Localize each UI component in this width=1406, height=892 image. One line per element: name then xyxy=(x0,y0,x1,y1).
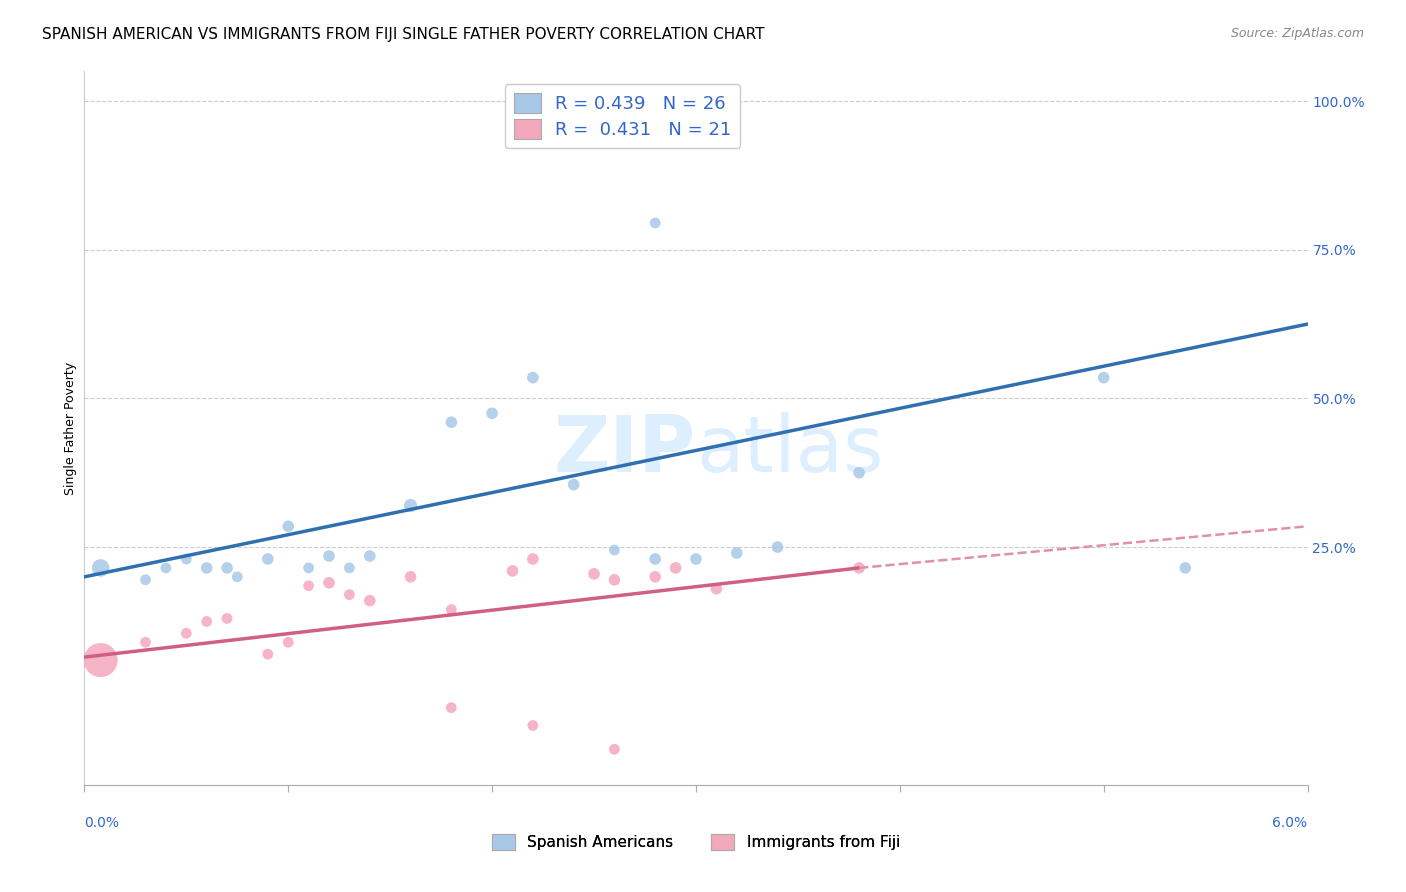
Point xyxy=(603,742,626,756)
Point xyxy=(644,552,666,566)
Text: SPANISH AMERICAN VS IMMIGRANTS FROM FIJI SINGLE FATHER POVERTY CORRELATION CHART: SPANISH AMERICAN VS IMMIGRANTS FROM FIJI… xyxy=(42,27,765,42)
Point xyxy=(90,561,112,575)
Point xyxy=(90,653,112,667)
Point xyxy=(399,499,422,513)
Point xyxy=(135,573,157,587)
Point xyxy=(257,647,280,661)
Point xyxy=(277,519,299,533)
Point xyxy=(685,552,707,566)
Point xyxy=(359,593,381,607)
Point xyxy=(706,582,728,596)
Legend: Spanish Americans, Immigrants from Fiji: Spanish Americans, Immigrants from Fiji xyxy=(486,828,905,856)
Point xyxy=(298,561,321,575)
Point xyxy=(522,552,544,566)
Point xyxy=(318,549,340,563)
Y-axis label: Single Father Poverty: Single Father Poverty xyxy=(65,361,77,495)
Point xyxy=(583,566,606,581)
Point xyxy=(665,561,688,575)
Point xyxy=(440,602,463,616)
Point xyxy=(339,561,361,575)
Point xyxy=(644,216,666,230)
Point xyxy=(359,549,381,563)
Point xyxy=(226,570,249,584)
Point xyxy=(522,370,544,384)
Point xyxy=(217,611,239,625)
Point xyxy=(725,546,748,560)
Text: 6.0%: 6.0% xyxy=(1272,815,1308,830)
Point xyxy=(766,540,789,554)
Point xyxy=(399,570,422,584)
Point xyxy=(603,573,626,587)
Point xyxy=(217,561,239,575)
Point xyxy=(298,579,321,593)
Point xyxy=(848,466,870,480)
Point xyxy=(195,561,218,575)
Point xyxy=(502,564,524,578)
Point xyxy=(481,406,503,420)
Point xyxy=(1174,561,1197,575)
Point xyxy=(135,635,157,649)
Text: ZIP: ZIP xyxy=(554,411,696,488)
Point xyxy=(155,561,177,575)
Point xyxy=(440,415,463,429)
Point xyxy=(1092,370,1115,384)
Point xyxy=(277,635,299,649)
Point xyxy=(522,718,544,732)
Point xyxy=(440,700,463,714)
Point xyxy=(257,552,280,566)
Text: 0.0%: 0.0% xyxy=(84,815,120,830)
Point xyxy=(176,626,198,640)
Point xyxy=(644,570,666,584)
Point xyxy=(318,575,340,590)
Text: atlas: atlas xyxy=(696,411,883,488)
Point xyxy=(195,615,218,629)
Point xyxy=(339,588,361,602)
Text: Source: ZipAtlas.com: Source: ZipAtlas.com xyxy=(1230,27,1364,40)
Point xyxy=(562,477,585,491)
Point xyxy=(176,552,198,566)
Point xyxy=(603,543,626,558)
Point xyxy=(848,561,870,575)
